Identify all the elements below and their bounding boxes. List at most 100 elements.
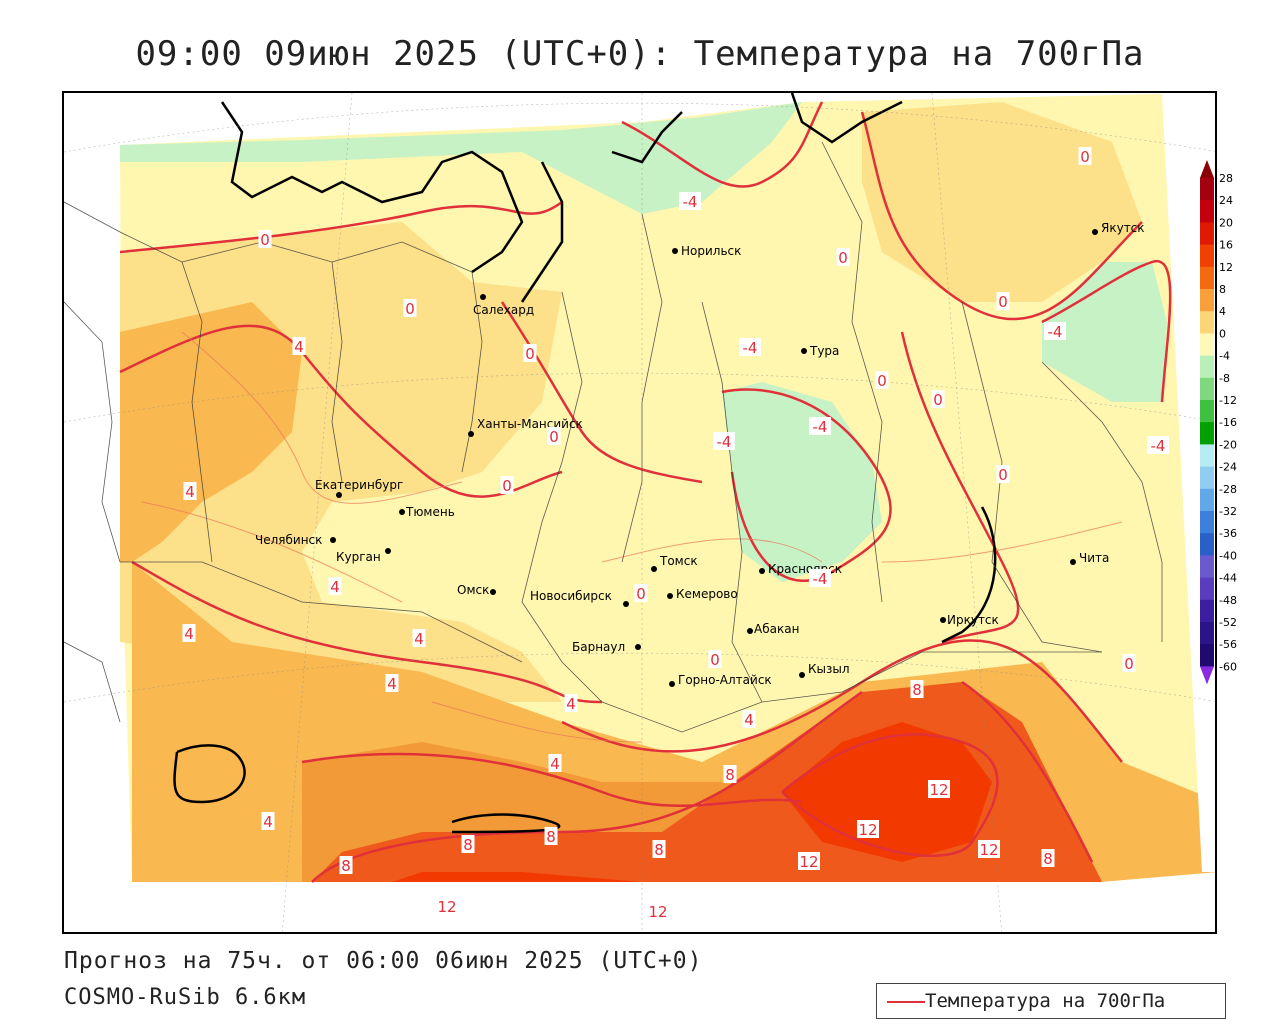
contour-value-label: 4 [744,711,754,729]
contour-value-label: 0 [1080,148,1090,166]
colorbar-tick-label: -60 [1219,660,1237,673]
contour-label-background [403,299,417,317]
colorbar-tick-label: -32 [1219,505,1237,518]
colorbar-swatch [1200,644,1214,667]
colorbar-swatch [1200,577,1214,601]
city-marker [759,568,765,574]
legend-line-swatch [887,1001,925,1003]
contour-label-background [261,812,275,830]
contour-label-background [857,820,879,838]
contour-label-background [679,192,701,210]
city-marker [635,644,641,650]
contour-value-label: 8 [341,857,351,875]
city-marker [801,348,807,354]
colorbar-swatch [1200,599,1214,623]
colorbar-swatch [1200,222,1214,246]
contour-value-label: -4 [813,570,828,588]
colorbar-tick-label: 8 [1219,283,1226,296]
contour-label-background [809,417,831,435]
colorbar-swatch [1200,178,1214,201]
city-label: Иркутск [947,613,999,627]
contour-value-label: 4 [550,755,560,773]
colorbar-tick-label: 20 [1219,216,1233,229]
city-label: Ханты-Мансийск [477,417,583,431]
city-label: Барнаул [572,640,625,654]
colorbar-tick-label: -52 [1219,616,1237,629]
contour-labels-layer: 0 0 0 0 0 0 0 0 0 0 0 0 0 0 -4 -4 -4 -4 -4 -4 -4 4 4 4 4 4 4 4 4 4 4 8 8… [182,147,1169,921]
contour-value-label: 12 [979,841,998,859]
city-label: Омск [457,583,489,597]
zone-green-north [120,102,802,214]
contour-label-background [385,674,399,692]
colorbar-swatch [1200,200,1214,223]
map-title: 09:00 09июн 2025 (UTC+0): Температура на… [135,34,1145,74]
contour-value-label: 0 [998,466,1008,484]
colorbar-tick-label: 12 [1219,261,1233,274]
zone-cold-center [722,382,882,582]
contour-value-label: 12 [437,898,456,916]
city-marker [385,548,391,554]
contour-value-label: -4 [743,339,758,357]
colorbar-tick-label: -8 [1219,372,1230,385]
city-label: Новосибирск [530,589,612,603]
city-marker [490,589,496,595]
contour-value-label: 4 [294,338,304,356]
contour-value-label: 0 [933,391,943,409]
city-label: Челябинск [255,533,322,547]
contour-label-background [436,897,458,915]
city-label: Якутск [1101,221,1145,235]
contour-label-background [544,827,558,845]
city-marker [468,431,474,437]
city-label: Екатеринбург [315,478,403,492]
contour-label-background [258,230,272,248]
colorbar-swatch [1200,311,1214,334]
contour-label-background [182,624,196,642]
colorbar-swatch [1200,555,1214,579]
city-label: Томск [659,554,698,568]
contour-value-label: 0 [636,585,646,603]
city-marker [672,248,678,254]
contour-label-background [1147,436,1169,454]
contour-label-background [1078,147,1092,165]
contour-label-background [652,840,666,858]
contour-label-background [461,835,475,853]
colorbar-tick-label: -24 [1219,461,1237,474]
contour-label-background [910,680,924,698]
contour-label-background [1122,654,1136,672]
contour-label-background [523,344,537,362]
colorbar-tick-label: 0 [1219,327,1226,340]
contour-value-label: 4 [263,813,273,831]
contour-value-label: 4 [330,578,340,596]
contour-label-background [928,780,950,798]
contour-label-background [742,710,756,728]
city-marker [651,566,657,572]
map-canvas: Норильск Салехард Тура Якутск Ханты-Мансийск… [64,93,1215,932]
contour-value-label: 0 [502,477,512,495]
colorbar-swatch [1200,422,1214,445]
map-outside-west [64,93,132,932]
city-marker [1070,559,1076,565]
colorbar-tick-label: -4 [1219,350,1230,363]
city-marker [667,593,673,599]
city-marker [399,509,405,515]
colorbar-swatch [1200,355,1214,379]
temperature-map: Норильск Салехард Тура Якутск Ханты-Мансийск… [62,91,1217,934]
colorbar-tick-label: -44 [1219,572,1237,585]
city-label: Кызыл [808,662,850,676]
contour-label-background [996,292,1010,310]
contour-label-background [1044,322,1066,340]
city-label: Норильск [681,244,741,258]
colorbar-tick-label: -28 [1219,483,1237,496]
colorbar-tick-label: -16 [1219,416,1237,429]
forecast-info: Прогноз на 75ч. от 06:00 06июн 2025 (UTC… [64,948,703,974]
contour-label-background [996,465,1010,483]
contour-label-background [978,840,1000,858]
contour-value-label: 0 [260,231,270,249]
colorbar-tick-label: -40 [1219,549,1237,562]
colorbar-tick-label: -56 [1219,638,1237,651]
colorbar-swatch [1200,266,1214,290]
contour-value-label: 0 [525,345,535,363]
colorbar-swatch [1200,488,1214,512]
contour-value-label: 4 [387,675,397,693]
city-label: Курган [336,550,381,564]
